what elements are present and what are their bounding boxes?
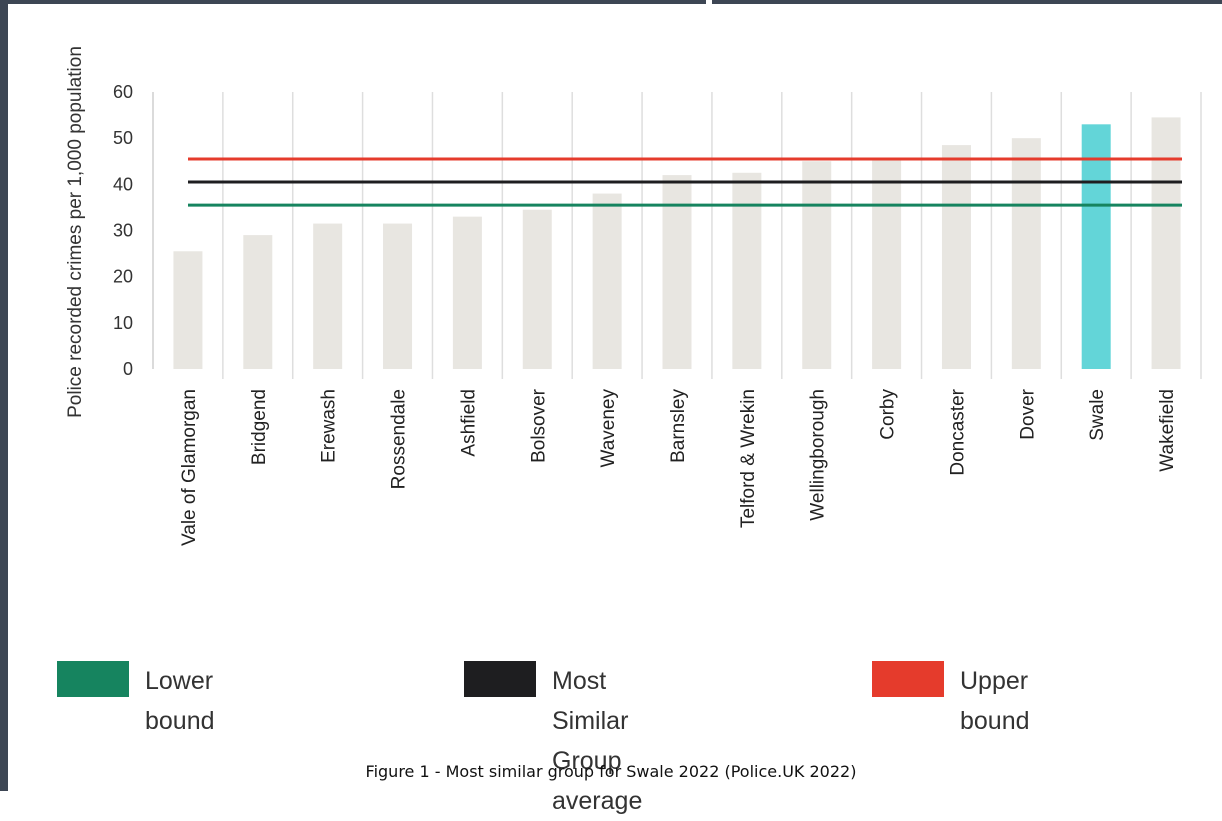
bar: [802, 161, 832, 369]
y-tick-label: 40: [113, 174, 133, 194]
legend-label-upper-bound: Upper bound: [960, 667, 1030, 735]
legend-label-msg-average-line2: average: [552, 787, 643, 815]
x-tick-label: Erewash: [319, 389, 340, 463]
y-axis-label: Police recorded crimes per 1,000 populat…: [65, 46, 86, 418]
x-tick-label: Wellingborough: [808, 389, 829, 521]
window-frame-top: [0, 0, 1222, 4]
bar: [872, 158, 902, 369]
window-frame-left: [0, 0, 8, 791]
bar: [313, 223, 343, 369]
x-tick-label: Barnsley: [668, 389, 689, 463]
x-tick-label: Bridgend: [249, 389, 270, 465]
bar: [173, 251, 203, 369]
x-tick-label: Doncaster: [947, 388, 968, 475]
x-tick-label: Vale of Glamorgan: [179, 389, 200, 546]
x-tick-label: Bolsover: [528, 388, 549, 463]
legend-label-lower-bound: Lower bound: [145, 667, 215, 735]
y-tick-label: 30: [113, 221, 133, 241]
y-tick-label: 60: [113, 82, 133, 102]
bar: [1151, 117, 1181, 370]
x-tick-label: Wakefield: [1157, 389, 1178, 472]
x-tick-label: Rossendale: [389, 389, 410, 489]
chart-panel: 0 10 20 30 40 50 60 Police recorded crimes per …: [8, 4, 1222, 815]
y-tick-label: 10: [113, 313, 133, 333]
bar: [522, 209, 552, 369]
bar: [452, 216, 482, 369]
y-tick-label: 50: [113, 128, 133, 148]
bar: [592, 193, 622, 369]
legend-swatch-msg-average: [464, 661, 536, 697]
figure-caption: Figure 1 - Most similar group for Swale …: [365, 762, 857, 781]
x-tick-label: Ashfield: [458, 389, 479, 457]
bar-highlight: [1081, 124, 1111, 369]
y-tick-label: 0: [123, 359, 133, 379]
x-tick-label: Corby: [878, 389, 899, 440]
x-tick-label: Telford & Wrekin: [738, 389, 759, 528]
bar: [243, 235, 273, 369]
x-tick-label: Waveney: [598, 389, 619, 468]
bar-chart: 0 10 20 30 40 50 60 Police recorded crimes per …: [65, 46, 1202, 546]
bar: [1011, 138, 1041, 369]
bar: [383, 223, 413, 369]
bar: [941, 145, 971, 369]
legend-swatch-lower-bound: [57, 661, 129, 697]
bar: [732, 172, 762, 369]
x-tick-label: Swale: [1087, 389, 1108, 441]
bar: [662, 175, 692, 369]
legend-label-msg-average: Most Similar Group average: [552, 661, 642, 821]
window-frame-notch: [706, 0, 712, 6]
y-tick-label: 20: [113, 267, 133, 287]
x-tick-label: Dover: [1017, 388, 1038, 439]
legend-swatch-upper-bound: [872, 661, 944, 697]
legend-label-msg-average-line1: Most Similar Group: [552, 667, 629, 775]
